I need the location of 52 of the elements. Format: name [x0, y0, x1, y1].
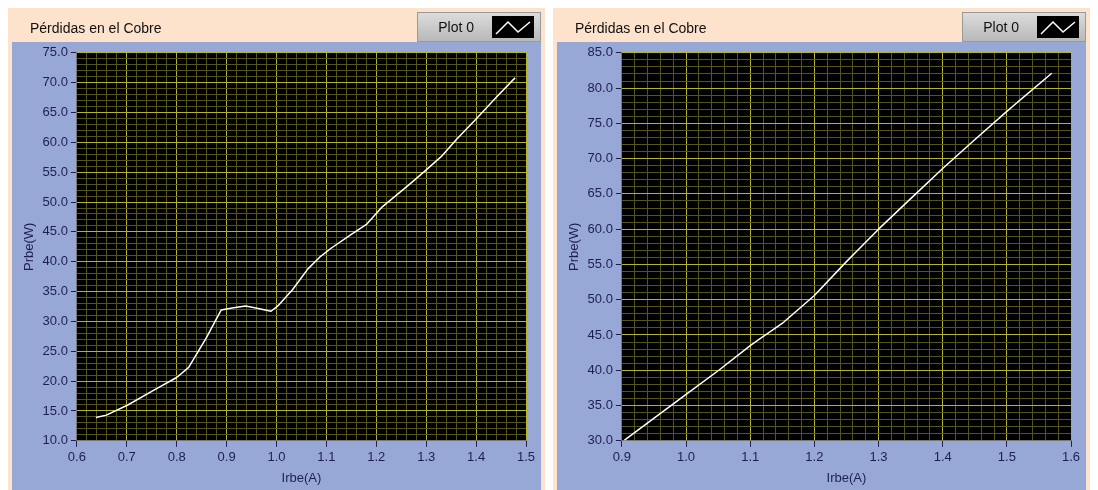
x-tick-label: 0.9	[217, 449, 236, 465]
y-axis-title: Prbe(W)	[566, 222, 582, 271]
y-tick-label: 65.0	[42, 104, 68, 120]
y-tick-label: 70.0	[587, 150, 613, 166]
x-tick-label: 1.3	[417, 449, 436, 465]
x-tick-label: 1.1	[317, 449, 336, 465]
y-tick-label: 60.0	[42, 133, 68, 149]
x-tick-label: 0.7	[117, 449, 136, 465]
x-tick-label: 1.4	[933, 449, 952, 465]
legend-label: Plot 0	[983, 19, 1019, 35]
y-tick-label: 75.0	[587, 114, 613, 130]
x-tick-label: 0.9	[612, 449, 631, 465]
y-axis-title: Prbe(W)	[21, 222, 37, 271]
y-tick-label: 35.0	[42, 283, 68, 299]
y-tick-label: 55.0	[587, 256, 613, 272]
y-tick-label: 40.0	[587, 361, 613, 377]
x-tick-label: 1.4	[467, 449, 486, 465]
chart-title: Pérdidas en el Cobre	[30, 20, 162, 36]
y-tick-label: 85.0	[587, 44, 613, 60]
x-tick-label: 1.2	[805, 449, 824, 465]
x-tick-label: 1.5	[516, 449, 536, 465]
x-tick-label: 1.1	[741, 449, 760, 465]
x-tick-label: 1.2	[367, 449, 386, 465]
y-tick-label: 20.0	[42, 372, 68, 388]
y-tick-label: 55.0	[42, 163, 68, 179]
y-tick-label: 30.0	[587, 432, 613, 448]
y-tick-label: 45.0	[42, 223, 68, 239]
y-tick-label: 45.0	[587, 326, 613, 342]
y-tick-label: 50.0	[587, 291, 613, 307]
y-tick-label: 65.0	[587, 185, 613, 201]
x-axis-title: Irbe(A)	[826, 469, 867, 485]
y-tick-label: 40.0	[42, 253, 68, 269]
y-tick-label: 35.0	[587, 397, 613, 413]
x-tick-label: 0.8	[167, 449, 186, 465]
y-tick-label: 80.0	[587, 79, 613, 95]
y-tick-label: 10.0	[42, 432, 68, 448]
y-tick-label: 25.0	[42, 342, 68, 358]
y-tick-label: 60.0	[587, 220, 613, 236]
y-tick-label: 70.0	[42, 74, 68, 90]
y-tick-label: 15.0	[42, 402, 68, 418]
chart-title: Pérdidas en el Cobre	[575, 20, 707, 36]
x-tick-label: 1.3	[869, 449, 888, 465]
y-tick-label: 75.0	[42, 44, 68, 60]
x-tick-label: 1.5	[997, 449, 1016, 465]
x-tick-label: 1.6	[1061, 449, 1081, 465]
x-axis-title: Irbe(A)	[281, 469, 322, 485]
x-tick-label: 0.6	[67, 449, 86, 465]
y-tick-label: 30.0	[42, 312, 68, 328]
y-tick-label: 50.0	[42, 193, 68, 209]
x-tick-label: 1.0	[677, 449, 696, 465]
legend-label: Plot 0	[438, 19, 474, 35]
x-tick-label: 1.0	[267, 449, 286, 465]
